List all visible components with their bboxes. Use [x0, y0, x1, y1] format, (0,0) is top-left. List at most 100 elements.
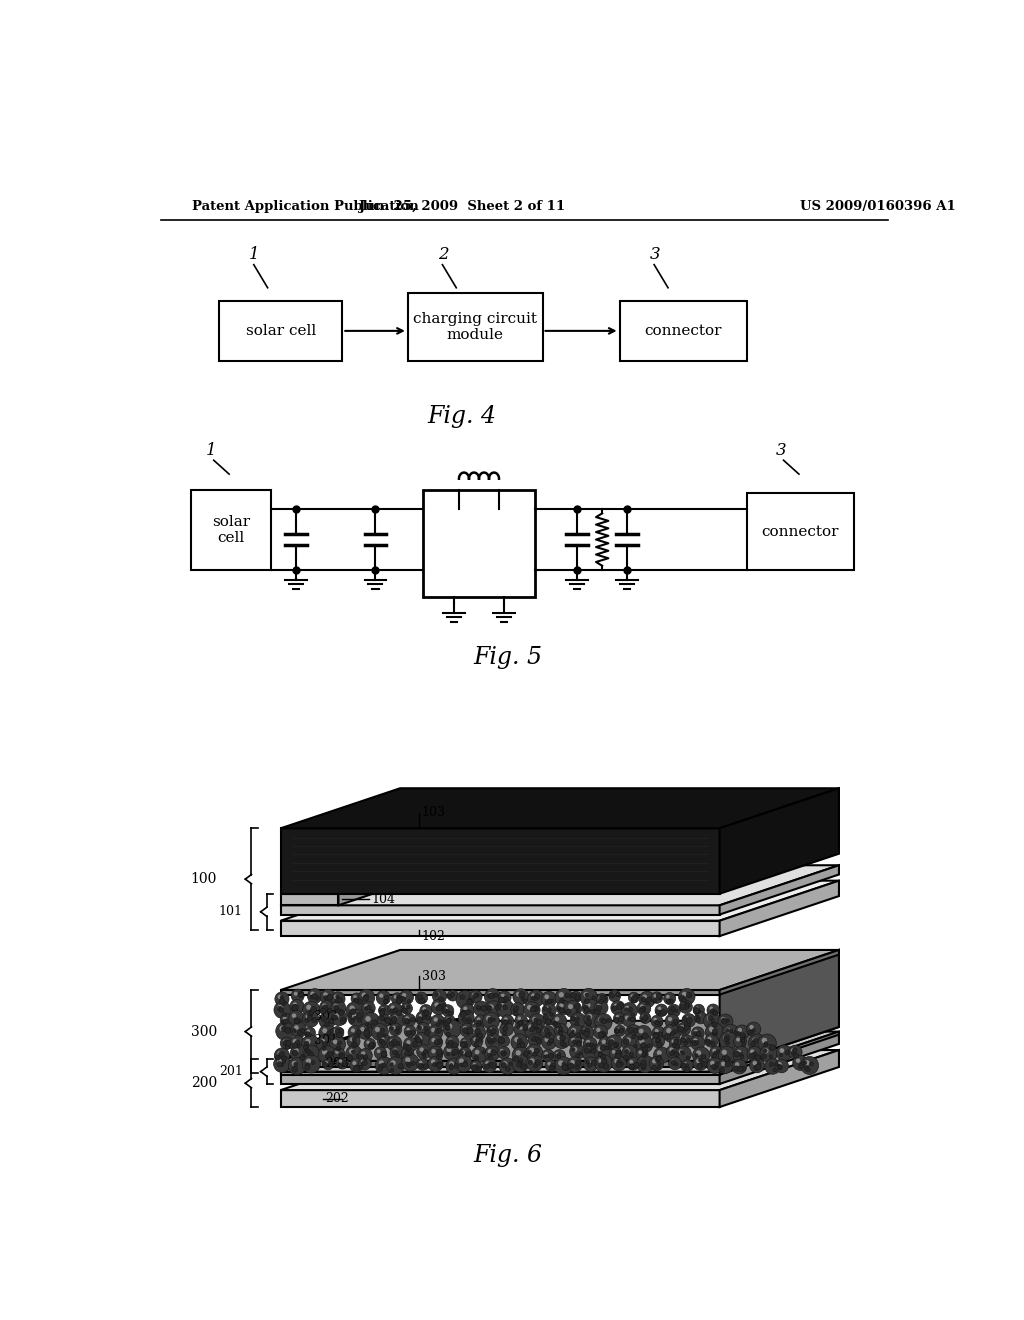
Circle shape [337, 1045, 341, 1049]
Circle shape [685, 1064, 688, 1067]
Circle shape [397, 997, 402, 1002]
Circle shape [655, 1005, 668, 1016]
Circle shape [424, 1030, 430, 1036]
Circle shape [627, 1057, 640, 1071]
Circle shape [503, 999, 507, 1003]
Circle shape [319, 1001, 334, 1015]
Circle shape [545, 1001, 549, 1005]
Circle shape [571, 1030, 574, 1034]
Circle shape [294, 1048, 299, 1053]
Circle shape [327, 995, 332, 999]
Circle shape [387, 1002, 402, 1018]
Circle shape [439, 1020, 443, 1024]
Circle shape [629, 1052, 634, 1057]
Circle shape [574, 1065, 580, 1069]
Circle shape [515, 1014, 527, 1027]
Circle shape [598, 1052, 602, 1057]
Circle shape [534, 998, 538, 1001]
Circle shape [531, 1036, 537, 1041]
Circle shape [711, 1008, 716, 1014]
Circle shape [597, 1003, 601, 1007]
Circle shape [670, 1031, 675, 1036]
Circle shape [380, 1016, 384, 1020]
Circle shape [280, 995, 284, 999]
Circle shape [727, 1059, 731, 1061]
Circle shape [653, 1018, 657, 1022]
Circle shape [521, 998, 524, 1001]
Bar [746, 494, 854, 570]
Circle shape [641, 1043, 646, 1048]
Circle shape [569, 1032, 574, 1038]
Circle shape [675, 1010, 678, 1012]
Circle shape [297, 1030, 303, 1036]
Circle shape [768, 1061, 773, 1067]
Circle shape [467, 1019, 471, 1023]
Circle shape [302, 1055, 321, 1073]
Circle shape [502, 1019, 508, 1026]
Circle shape [401, 1048, 414, 1060]
Circle shape [437, 1005, 443, 1010]
Circle shape [289, 1036, 305, 1052]
Circle shape [598, 1045, 603, 1052]
Circle shape [605, 1047, 608, 1049]
Circle shape [594, 1043, 612, 1061]
Circle shape [463, 1040, 466, 1043]
Circle shape [390, 1068, 394, 1072]
Circle shape [423, 1049, 428, 1055]
Circle shape [336, 995, 339, 998]
Circle shape [615, 1030, 620, 1032]
Circle shape [460, 994, 465, 999]
Circle shape [741, 1039, 744, 1043]
Circle shape [361, 1060, 368, 1065]
Polygon shape [281, 788, 839, 829]
Circle shape [458, 1047, 472, 1061]
Circle shape [338, 1064, 342, 1068]
Circle shape [646, 997, 651, 1002]
Circle shape [473, 1063, 476, 1067]
Circle shape [281, 1038, 293, 1049]
Circle shape [306, 1005, 311, 1010]
Circle shape [377, 1049, 381, 1053]
Circle shape [408, 1052, 412, 1056]
Circle shape [396, 1027, 400, 1030]
Circle shape [750, 1049, 755, 1053]
Circle shape [318, 1024, 336, 1041]
Circle shape [672, 1061, 676, 1065]
Circle shape [543, 1007, 548, 1011]
Circle shape [443, 1044, 459, 1060]
Circle shape [720, 1031, 737, 1049]
Circle shape [375, 1027, 380, 1032]
Circle shape [694, 1040, 698, 1045]
Circle shape [639, 1028, 643, 1034]
Circle shape [499, 1035, 510, 1047]
Circle shape [391, 1039, 397, 1045]
Circle shape [534, 1007, 538, 1012]
Circle shape [670, 1048, 674, 1052]
Circle shape [723, 1056, 729, 1061]
Circle shape [525, 1044, 543, 1061]
Text: 3: 3 [776, 442, 786, 459]
Circle shape [443, 1015, 455, 1027]
Circle shape [474, 1028, 480, 1034]
Circle shape [436, 1023, 439, 1027]
Circle shape [353, 1043, 356, 1047]
Circle shape [633, 1028, 638, 1034]
Circle shape [665, 1014, 679, 1028]
Circle shape [683, 1003, 689, 1010]
Circle shape [712, 1053, 717, 1059]
Circle shape [307, 1015, 312, 1020]
Circle shape [681, 1063, 686, 1068]
Circle shape [572, 1040, 577, 1044]
Circle shape [432, 989, 446, 1003]
Circle shape [365, 1028, 370, 1034]
Circle shape [512, 1047, 529, 1064]
Circle shape [366, 1016, 371, 1022]
Circle shape [353, 998, 357, 1002]
Circle shape [349, 1018, 354, 1023]
Circle shape [624, 1055, 629, 1060]
Circle shape [306, 1049, 309, 1052]
Circle shape [711, 1041, 715, 1045]
Circle shape [400, 997, 404, 1001]
Circle shape [794, 1053, 799, 1059]
Circle shape [399, 990, 414, 1005]
